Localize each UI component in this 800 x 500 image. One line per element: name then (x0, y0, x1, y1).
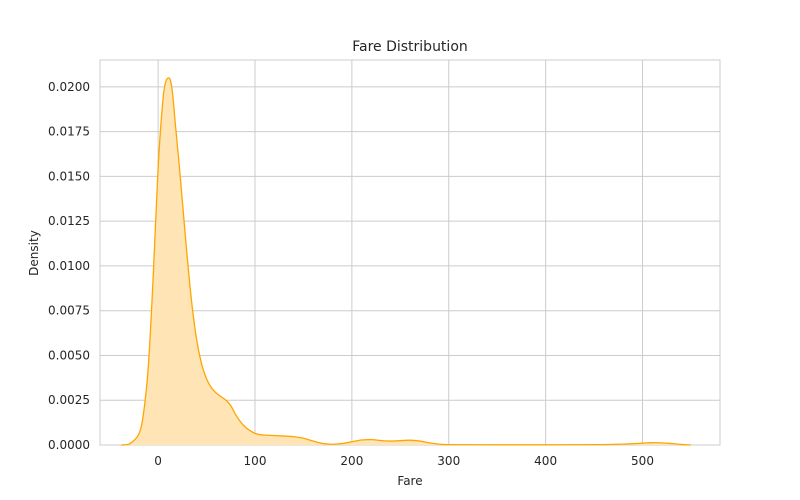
y-tick-label: 0.0000 (48, 438, 90, 452)
x-tick-label: 100 (244, 454, 267, 468)
x-axis-ticks: 0 100 200 300 400 500 (154, 454, 654, 468)
x-tick-label: 400 (534, 454, 557, 468)
chart-title: Fare Distribution (352, 39, 468, 55)
x-tick-label: 200 (340, 454, 363, 468)
y-tick-label: 0.0200 (48, 80, 90, 94)
grid (100, 60, 720, 446)
density-line (121, 77, 691, 446)
x-tick-label: 0 (154, 454, 162, 468)
y-tick-label: 0.0125 (48, 214, 90, 228)
y-tick-label: 0.0175 (48, 125, 90, 139)
x-axis-label: Fare (397, 474, 422, 488)
y-tick-label: 0.0025 (48, 393, 90, 407)
x-tick-label: 300 (437, 454, 460, 468)
y-tick-label: 0.0075 (48, 304, 90, 318)
y-tick-label: 0.0150 (48, 169, 90, 183)
y-tick-label: 0.0050 (48, 348, 90, 362)
x-tick-label: 500 (631, 454, 654, 468)
y-tick-label: 0.0100 (48, 259, 90, 273)
density-area (121, 77, 691, 445)
y-axis-label: Density (27, 230, 41, 276)
y-axis-ticks: 0.0000 0.0025 0.0050 0.0075 0.0100 0.0125 0.01… (48, 80, 90, 452)
